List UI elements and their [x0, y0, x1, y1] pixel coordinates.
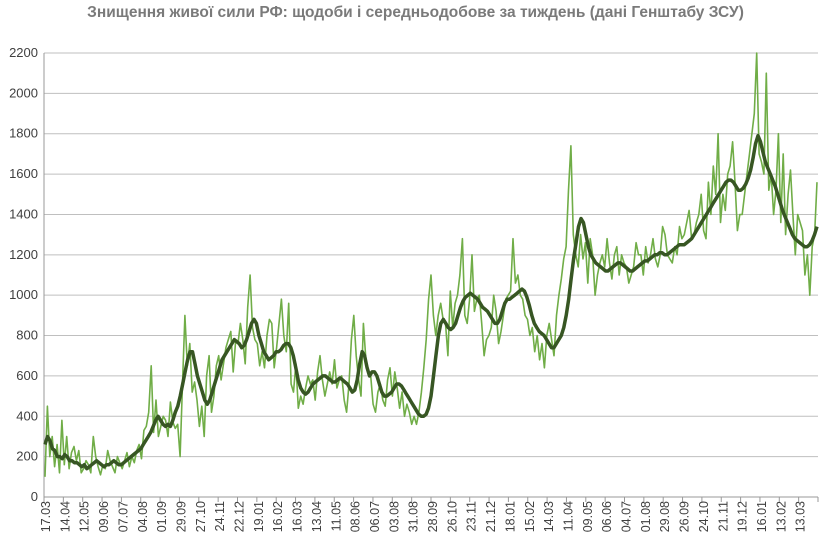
x-tick-label: 31.08 — [407, 501, 421, 532]
x-tick-label: 29.08 — [658, 501, 672, 532]
x-tick-label: 13.04 — [310, 501, 324, 532]
x-tick-label: 15.02 — [523, 501, 537, 532]
x-tick-label: 13.03 — [794, 501, 808, 532]
y-tick-label: 200 — [16, 449, 38, 464]
y-tick-label: 1000 — [9, 287, 38, 302]
x-tick-label: 24.10 — [697, 501, 711, 532]
x-tick-label: 16.03 — [291, 501, 305, 532]
x-tick-label: 16.01 — [755, 501, 769, 532]
x-tick-label: 28.09 — [426, 501, 440, 532]
y-tick-label: 1600 — [9, 166, 38, 181]
x-tick-label: 19.12 — [736, 501, 750, 532]
y-tick-label: 2000 — [9, 85, 38, 100]
x-tick-label: 16.02 — [271, 501, 285, 532]
x-tick-label: 21.11 — [716, 501, 730, 531]
x-tick-label: 29.09 — [174, 501, 188, 532]
x-tick-label: 03.08 — [387, 501, 401, 532]
x-tick-label: 11.05 — [329, 501, 343, 531]
x-tick-label: 26.09 — [678, 501, 692, 532]
x-tick-label: 09.05 — [581, 501, 595, 532]
x-tick-label: 06.06 — [600, 501, 614, 532]
y-tick-label: 2200 — [9, 45, 38, 60]
x-tick-label: 22.12 — [233, 501, 247, 532]
y-tick-label: 1200 — [9, 247, 38, 262]
x-tick-label: 09.06 — [97, 501, 111, 532]
x-tick-label: 07.07 — [116, 501, 130, 532]
x-tick-label: 27.10 — [194, 501, 208, 532]
x-axis-ticks: 17.03 14.04 12.05 09.06 07.07 04.08 01.09 29.09… — [39, 497, 819, 532]
y-tick-label: 1400 — [9, 206, 38, 221]
y-tick-label: 600 — [16, 368, 38, 383]
x-tick-label: 18.01 — [503, 501, 517, 532]
chart-title: Знищення живої сили РФ: щодоби і середнь… — [87, 4, 744, 21]
x-tick-label: 26.10 — [445, 501, 459, 532]
x-tick-label: 08.06 — [349, 501, 363, 532]
daily-line — [44, 52, 818, 477]
x-tick-label: 01.09 — [155, 501, 169, 532]
x-tick-label: 11.04 — [561, 501, 575, 531]
x-tick-label: 23.11 — [465, 501, 479, 531]
x-tick-label: 01.08 — [639, 501, 653, 532]
x-tick-label: 21.12 — [484, 501, 498, 532]
weekly-average-line — [43, 133, 819, 471]
y-tick-label: 0 — [31, 489, 38, 504]
x-tick-label: 17.03 — [39, 501, 53, 532]
y-tick-label: 400 — [16, 408, 38, 423]
series-group — [43, 52, 819, 477]
x-tick-label: 13.02 — [774, 501, 788, 532]
x-tick-label: 06.07 — [368, 501, 382, 532]
x-tick-label: 19.01 — [252, 501, 266, 532]
y-tick-label: 800 — [16, 328, 38, 343]
y-axis-ticks: 0 200 400 600 800 1000 1200 1400 1600 1800 2000 220… — [9, 45, 38, 504]
y-tick-label: 1800 — [9, 126, 38, 141]
x-tick-label: 12.05 — [78, 501, 92, 532]
x-tick-label: 24.11 — [213, 501, 227, 531]
x-tick-label: 14.04 — [58, 501, 72, 532]
x-tick-label: 04.07 — [620, 501, 634, 532]
x-tick-label: 14.03 — [542, 501, 556, 532]
x-tick-label: 04.08 — [136, 501, 150, 532]
